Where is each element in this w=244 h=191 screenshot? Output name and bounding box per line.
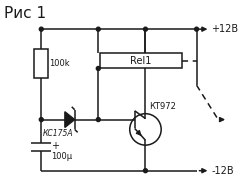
Circle shape <box>143 27 147 31</box>
Text: Рис 1: Рис 1 <box>4 6 46 21</box>
Text: 100k: 100k <box>49 59 70 68</box>
Bar <box>34 49 48 78</box>
Text: +12В: +12В <box>211 24 238 34</box>
Circle shape <box>39 118 43 121</box>
Circle shape <box>96 66 100 70</box>
Circle shape <box>195 27 199 31</box>
Bar <box>100 53 182 68</box>
Circle shape <box>39 27 43 31</box>
Circle shape <box>96 27 100 31</box>
Text: -12В: -12В <box>211 166 234 176</box>
Text: КT972: КT972 <box>149 102 176 111</box>
Polygon shape <box>65 112 75 127</box>
Text: 100μ: 100μ <box>51 152 72 161</box>
Text: КC175A: КC175A <box>43 129 74 138</box>
Circle shape <box>143 169 147 173</box>
Text: Rel1: Rel1 <box>130 56 151 66</box>
Text: +: + <box>51 141 59 151</box>
Circle shape <box>96 118 100 121</box>
